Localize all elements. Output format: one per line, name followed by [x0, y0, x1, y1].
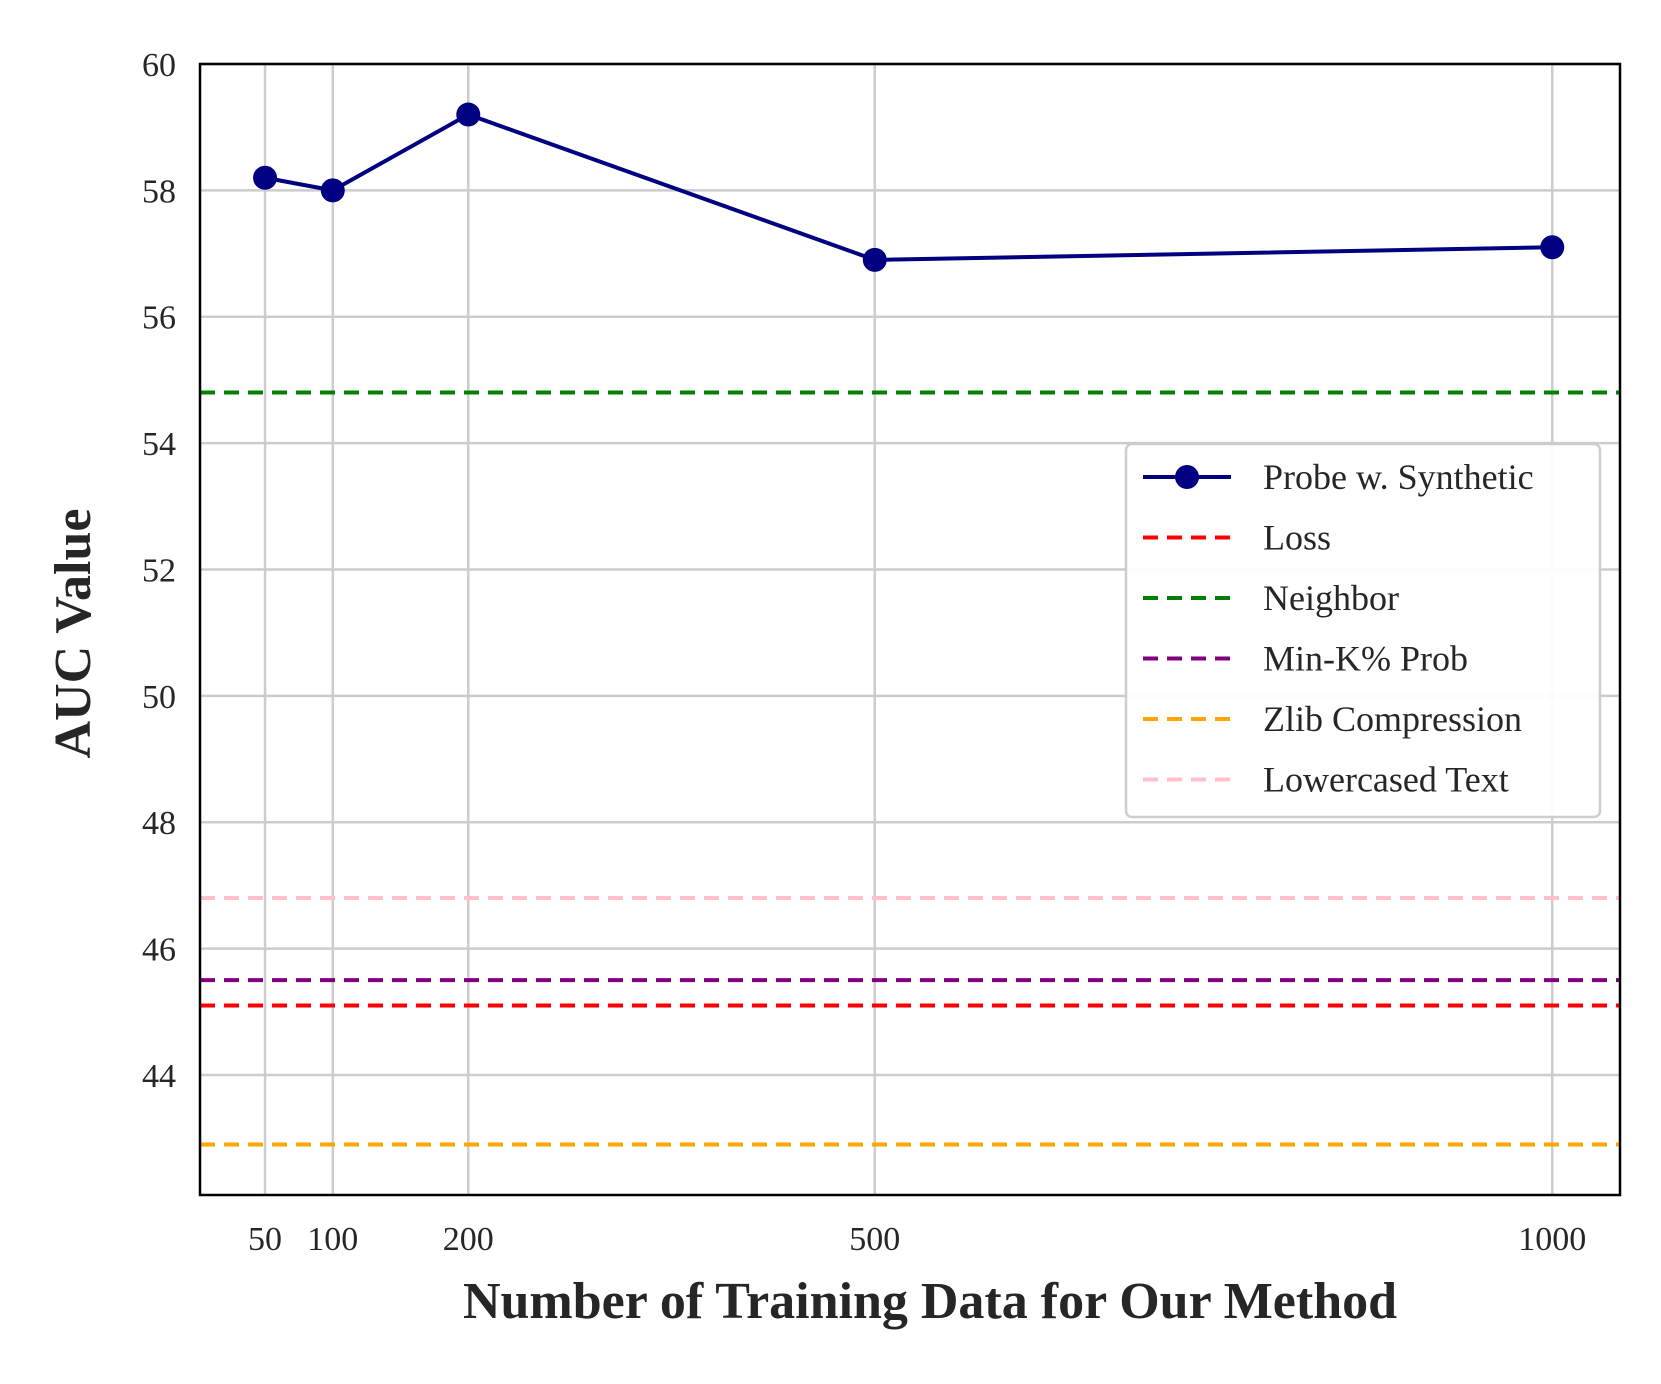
y-axis-title: AUC Value: [45, 509, 102, 759]
data-point: [862, 247, 887, 272]
y-tick-label: 44: [142, 1058, 176, 1095]
y-tick-label: 50: [142, 679, 176, 716]
baseline-lines: [200, 390, 1620, 1147]
y-tick-label: 46: [142, 932, 176, 969]
plot-frame: [198, 62, 1622, 1197]
legend-box: [1124, 442, 1602, 819]
x-tick-label: 50: [248, 1221, 282, 1258]
legend-label: Min-K% Prob: [1263, 639, 1468, 679]
data-point: [320, 178, 345, 203]
x-tick-label: 500: [849, 1221, 900, 1258]
data-point: [253, 165, 278, 190]
legend-marker: [1175, 465, 1199, 489]
y-tick-label: 60: [142, 47, 176, 84]
y-tick-label: 48: [142, 805, 176, 842]
tick-labels: 44 46 48 50 52 54 56 58 60 50 100 200 500 1000: [142, 47, 1586, 1258]
legend-label: Loss: [1263, 518, 1331, 558]
legend-label: Neighbor: [1263, 578, 1399, 618]
y-tick-label: 52: [142, 552, 176, 589]
legend: Probe w. Synthetic Loss Neighbor Min-K% Pro…: [1124, 442, 1602, 819]
data-point: [1540, 235, 1565, 260]
x-tick-label: 200: [443, 1221, 494, 1258]
legend-label: Zlib Compression: [1263, 699, 1522, 739]
series-lines: [253, 102, 1565, 272]
y-tick-label: 56: [142, 300, 176, 337]
legend-label: Probe w. Synthetic: [1263, 457, 1534, 497]
legend-label: Lowercased Text: [1263, 760, 1509, 800]
x-tick-label: 1000: [1518, 1221, 1586, 1258]
x-tick-label: 100: [307, 1221, 358, 1258]
y-tick-label: 58: [142, 173, 176, 210]
y-tick-label: 54: [142, 426, 176, 463]
data-point: [456, 102, 481, 127]
x-axis-title: Number of Training Data for Our Method: [463, 1273, 1397, 1330]
